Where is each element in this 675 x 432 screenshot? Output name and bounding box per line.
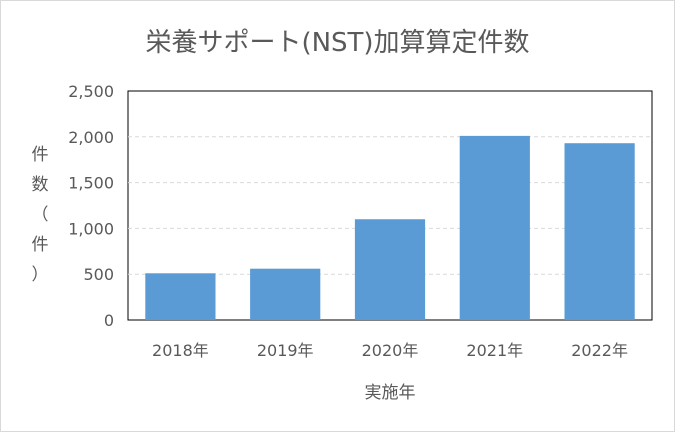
bar bbox=[145, 273, 216, 320]
y-tick-label: 0 bbox=[104, 311, 114, 330]
y-tick-label: 500 bbox=[83, 265, 114, 284]
bar bbox=[459, 135, 530, 320]
x-axis-label: 実施年 bbox=[364, 383, 416, 403]
x-tick-label: 2022年 bbox=[571, 341, 628, 360]
x-tick-label: 2019年 bbox=[257, 341, 314, 360]
x-tick-label: 2020年 bbox=[362, 341, 419, 360]
y-tick-label: 2,500 bbox=[68, 82, 114, 101]
x-tick-label: 2021年 bbox=[466, 341, 523, 360]
y-axis-label: 件数（件） bbox=[31, 145, 49, 285]
y-tick-label: 2,000 bbox=[68, 128, 114, 147]
y-tick-label: 1,500 bbox=[68, 174, 114, 193]
bar bbox=[250, 268, 321, 320]
chart-title: 栄養サポート(NST)加算算定件数 bbox=[145, 28, 530, 58]
bar bbox=[564, 143, 635, 320]
bar bbox=[354, 219, 426, 320]
y-tick-label: 1,000 bbox=[68, 219, 114, 238]
x-tick-label: 2018年 bbox=[152, 341, 209, 360]
